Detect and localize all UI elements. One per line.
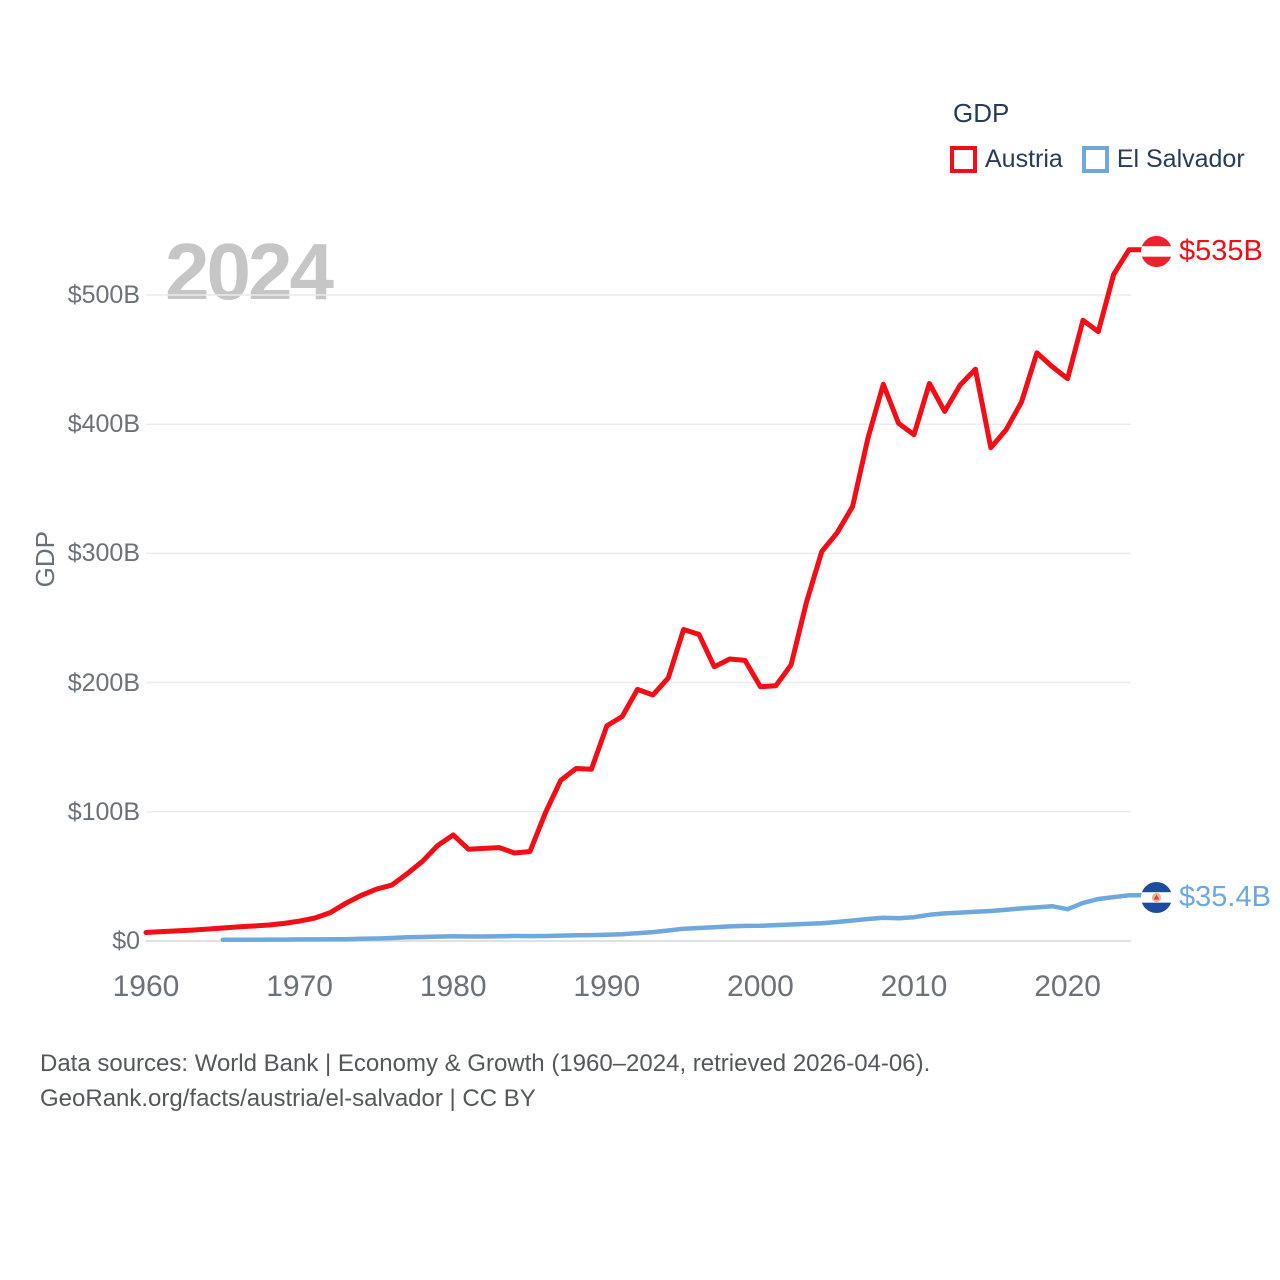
chart-legend: GDP Austria El Salvador — [950, 98, 1245, 174]
series-line-el-salvador[interactable] — [220, 893, 1146, 943]
austria-flag-icon — [1141, 236, 1172, 267]
el-salvador-flag-icon — [1141, 882, 1172, 913]
el-salvador-end-value: $35.4B — [1179, 881, 1271, 913]
y-axis-title: GDP — [30, 531, 60, 588]
gridlines — [146, 294, 1131, 942]
legend-label-austria: Austria — [985, 145, 1063, 173]
series-lines — [143, 247, 1146, 943]
austria-end-label: $535B — [1141, 235, 1263, 268]
legend-item-el-salvador[interactable]: El Salvador — [1081, 145, 1245, 174]
footer: Data sources: World Bank | Economy & Gro… — [40, 1046, 930, 1116]
austria-end-value: $535B — [1179, 235, 1263, 267]
legend-item-austria[interactable]: Austria — [950, 145, 1063, 174]
el-salvador-swatch — [1081, 146, 1109, 173]
legend-title: GDP — [953, 98, 1010, 128]
footer-attribution-line: GeoRank.org/facts/austria/el-salvador | … — [40, 1085, 536, 1112]
legend-items: Austria El Salvador — [950, 145, 1245, 174]
footer-sources-line: Data sources: World Bank | Economy & Gro… — [40, 1050, 931, 1077]
legend-label-el-salvador: El Salvador — [1116, 145, 1245, 173]
series-line-austria[interactable] — [143, 247, 1146, 935]
watermark-year: 2024 — [165, 227, 334, 316]
el-salvador-end-label: $35.4B — [1141, 881, 1271, 914]
austria-swatch — [950, 146, 977, 173]
